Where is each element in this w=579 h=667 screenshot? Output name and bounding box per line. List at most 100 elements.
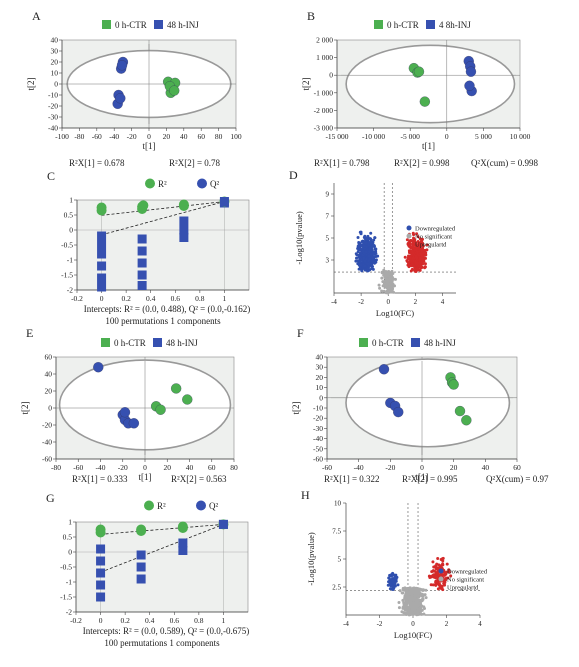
- panel-D-up-point: [410, 253, 414, 257]
- panel-F-legend-swatch: [411, 338, 420, 347]
- panel-H-ns-point: [417, 608, 421, 612]
- panel-B-x-tick-label: -15 000: [325, 132, 348, 141]
- panel-H-x-tick-label: -2: [377, 620, 383, 628]
- panel-D-down-point: [369, 231, 373, 235]
- panel-F-x-tick-label: 20: [450, 463, 458, 472]
- panel-B-y-tick-label: 0: [329, 71, 333, 80]
- panel-H-up-point: [431, 573, 435, 577]
- panel-D-legend-label: No significant: [415, 234, 452, 241]
- panel-D-up-point: [414, 241, 418, 245]
- panel-F-y-tick-label: -40: [313, 434, 323, 443]
- panel-D-down-point: [356, 235, 360, 239]
- panel-D-up-point: [405, 260, 409, 264]
- panel-A-x-label: t[1]: [143, 141, 156, 151]
- panel-A-y-tick-label: -30: [48, 113, 58, 122]
- panel-H-up-point: [435, 566, 439, 570]
- panel-H-ns-point: [413, 597, 417, 601]
- panel-D-down-point: [355, 253, 359, 257]
- panel-C-x-tick-label: 1: [223, 294, 227, 303]
- panel-D-down-point: [363, 259, 367, 263]
- panel-H-ns-point: [424, 596, 428, 600]
- panel-B-y-tick-label: -2 000: [314, 106, 334, 115]
- panel-B-score-point: [464, 80, 475, 91]
- panel-A-stat: R²X[2] = 0.78: [169, 158, 221, 168]
- panel-H-up-point: [445, 562, 449, 566]
- panel-H-x-tick-label: 4: [478, 620, 482, 628]
- panel-D-up-point: [421, 257, 425, 261]
- panel-H-legend-label: Downregulated: [447, 569, 488, 576]
- panel-D-up-point: [407, 251, 411, 255]
- panel-D-up-point: [411, 256, 415, 260]
- panel-D-down-point: [364, 237, 368, 241]
- panel-H-up-point: [431, 560, 435, 564]
- panel-C-letter: C: [47, 169, 55, 183]
- panel-A-x-tick-label: -60: [92, 132, 102, 141]
- panel-F-x-tick-label: 40: [482, 463, 490, 472]
- panel-D-down-point: [363, 247, 367, 251]
- panel-D-down-point: [370, 263, 374, 267]
- panel-H-up-point: [437, 573, 441, 577]
- panel-F-legend-label: 0 h-CTR: [372, 338, 404, 348]
- panel-D-plot-area: [334, 183, 456, 293]
- panel-A-legend-swatch: [102, 20, 111, 29]
- panel-H-ns-point: [409, 601, 413, 605]
- panel-D-legend-label: Upregulartd: [415, 242, 447, 249]
- panel-D-legend-dot: [406, 241, 412, 247]
- panel-D-up-point: [421, 251, 425, 255]
- panel-A-legend-label: 48 h-INJ: [167, 20, 199, 30]
- panel-H-legend-dot: [438, 576, 444, 582]
- panel-F-stat: R²X[1] = 0.322: [324, 474, 380, 484]
- panel-E-x-tick-label: -80: [51, 463, 61, 472]
- panel-H-ns-point: [403, 611, 407, 615]
- panel-D-y-tick-label: 3: [326, 257, 330, 265]
- panel-D-x-tick-label: 0: [386, 298, 390, 306]
- panel-D-up-point: [411, 231, 415, 235]
- panel-H-up-point: [444, 576, 448, 580]
- panel-D-down-point: [376, 254, 380, 258]
- panel-F-score-point: [393, 406, 404, 418]
- panel-F-y-tick-label: 20: [316, 373, 324, 382]
- panel-C-r2-point: [96, 205, 107, 216]
- panel-F-x-tick-label: 0: [420, 463, 424, 472]
- panel-H-up-point: [442, 581, 446, 585]
- panel-G-permutations: 100 permutations 1 components: [104, 638, 220, 648]
- panel-F-y-tick-label: 0: [319, 393, 323, 402]
- panel-B-x-tick-label: 10 000: [510, 132, 531, 141]
- panel-C-q2-point: [137, 281, 147, 290]
- panel-F-x-tick-label: -60: [322, 463, 332, 472]
- panel-C-y-tick-label: 1: [69, 196, 73, 205]
- panel-D-up-point: [423, 262, 427, 266]
- panel-D-up-point: [416, 235, 420, 239]
- panel-B-y-tick-label: 2 000: [316, 36, 333, 45]
- panel-F-hotelling-ellipse: [345, 358, 511, 448]
- panel-H-ns-point: [421, 597, 425, 601]
- panel-F-x-label: t[1]: [416, 472, 429, 482]
- panel-D-down-point: [367, 241, 371, 245]
- panel-A-legend-swatch: [154, 20, 163, 29]
- panel-E-x-label: t[1]: [139, 472, 152, 482]
- panel-E-y-tick-label: 20: [45, 387, 53, 396]
- panel-G-letter: G: [46, 491, 55, 505]
- panel-D-legend-dot: [406, 233, 412, 239]
- panel-D-up-point: [414, 254, 418, 258]
- panel-D-up-point: [418, 260, 422, 264]
- panel-H-ns-point: [422, 612, 426, 616]
- panel-H-up-point: [449, 574, 453, 578]
- panel-E-letter: E: [26, 326, 33, 340]
- panel-A-y-tick-label: 40: [51, 36, 59, 45]
- panel-C-y-tick-label: -1: [67, 256, 73, 265]
- panel-H-up-point: [435, 575, 439, 579]
- panel-E-score-point: [182, 394, 193, 405]
- panel-B-score-point: [419, 96, 430, 107]
- panel-D-down-point: [363, 268, 367, 272]
- panel-D-down-point: [358, 260, 362, 264]
- panel-F-y-tick-label: 10: [316, 383, 324, 392]
- panel-B-legend-swatch: [426, 20, 435, 29]
- panel-F-score-point: [461, 415, 472, 426]
- panel-D-up-point: [421, 244, 425, 248]
- panel-G-x-tick-label: 0: [99, 616, 103, 625]
- panel-B-legend-label: 4 8h-INJ: [439, 20, 471, 30]
- panel-B-x-label: t[1]: [422, 141, 435, 151]
- panel-D-up-point: [411, 244, 415, 248]
- panel-G-y-tick-label: -1.5: [60, 593, 72, 602]
